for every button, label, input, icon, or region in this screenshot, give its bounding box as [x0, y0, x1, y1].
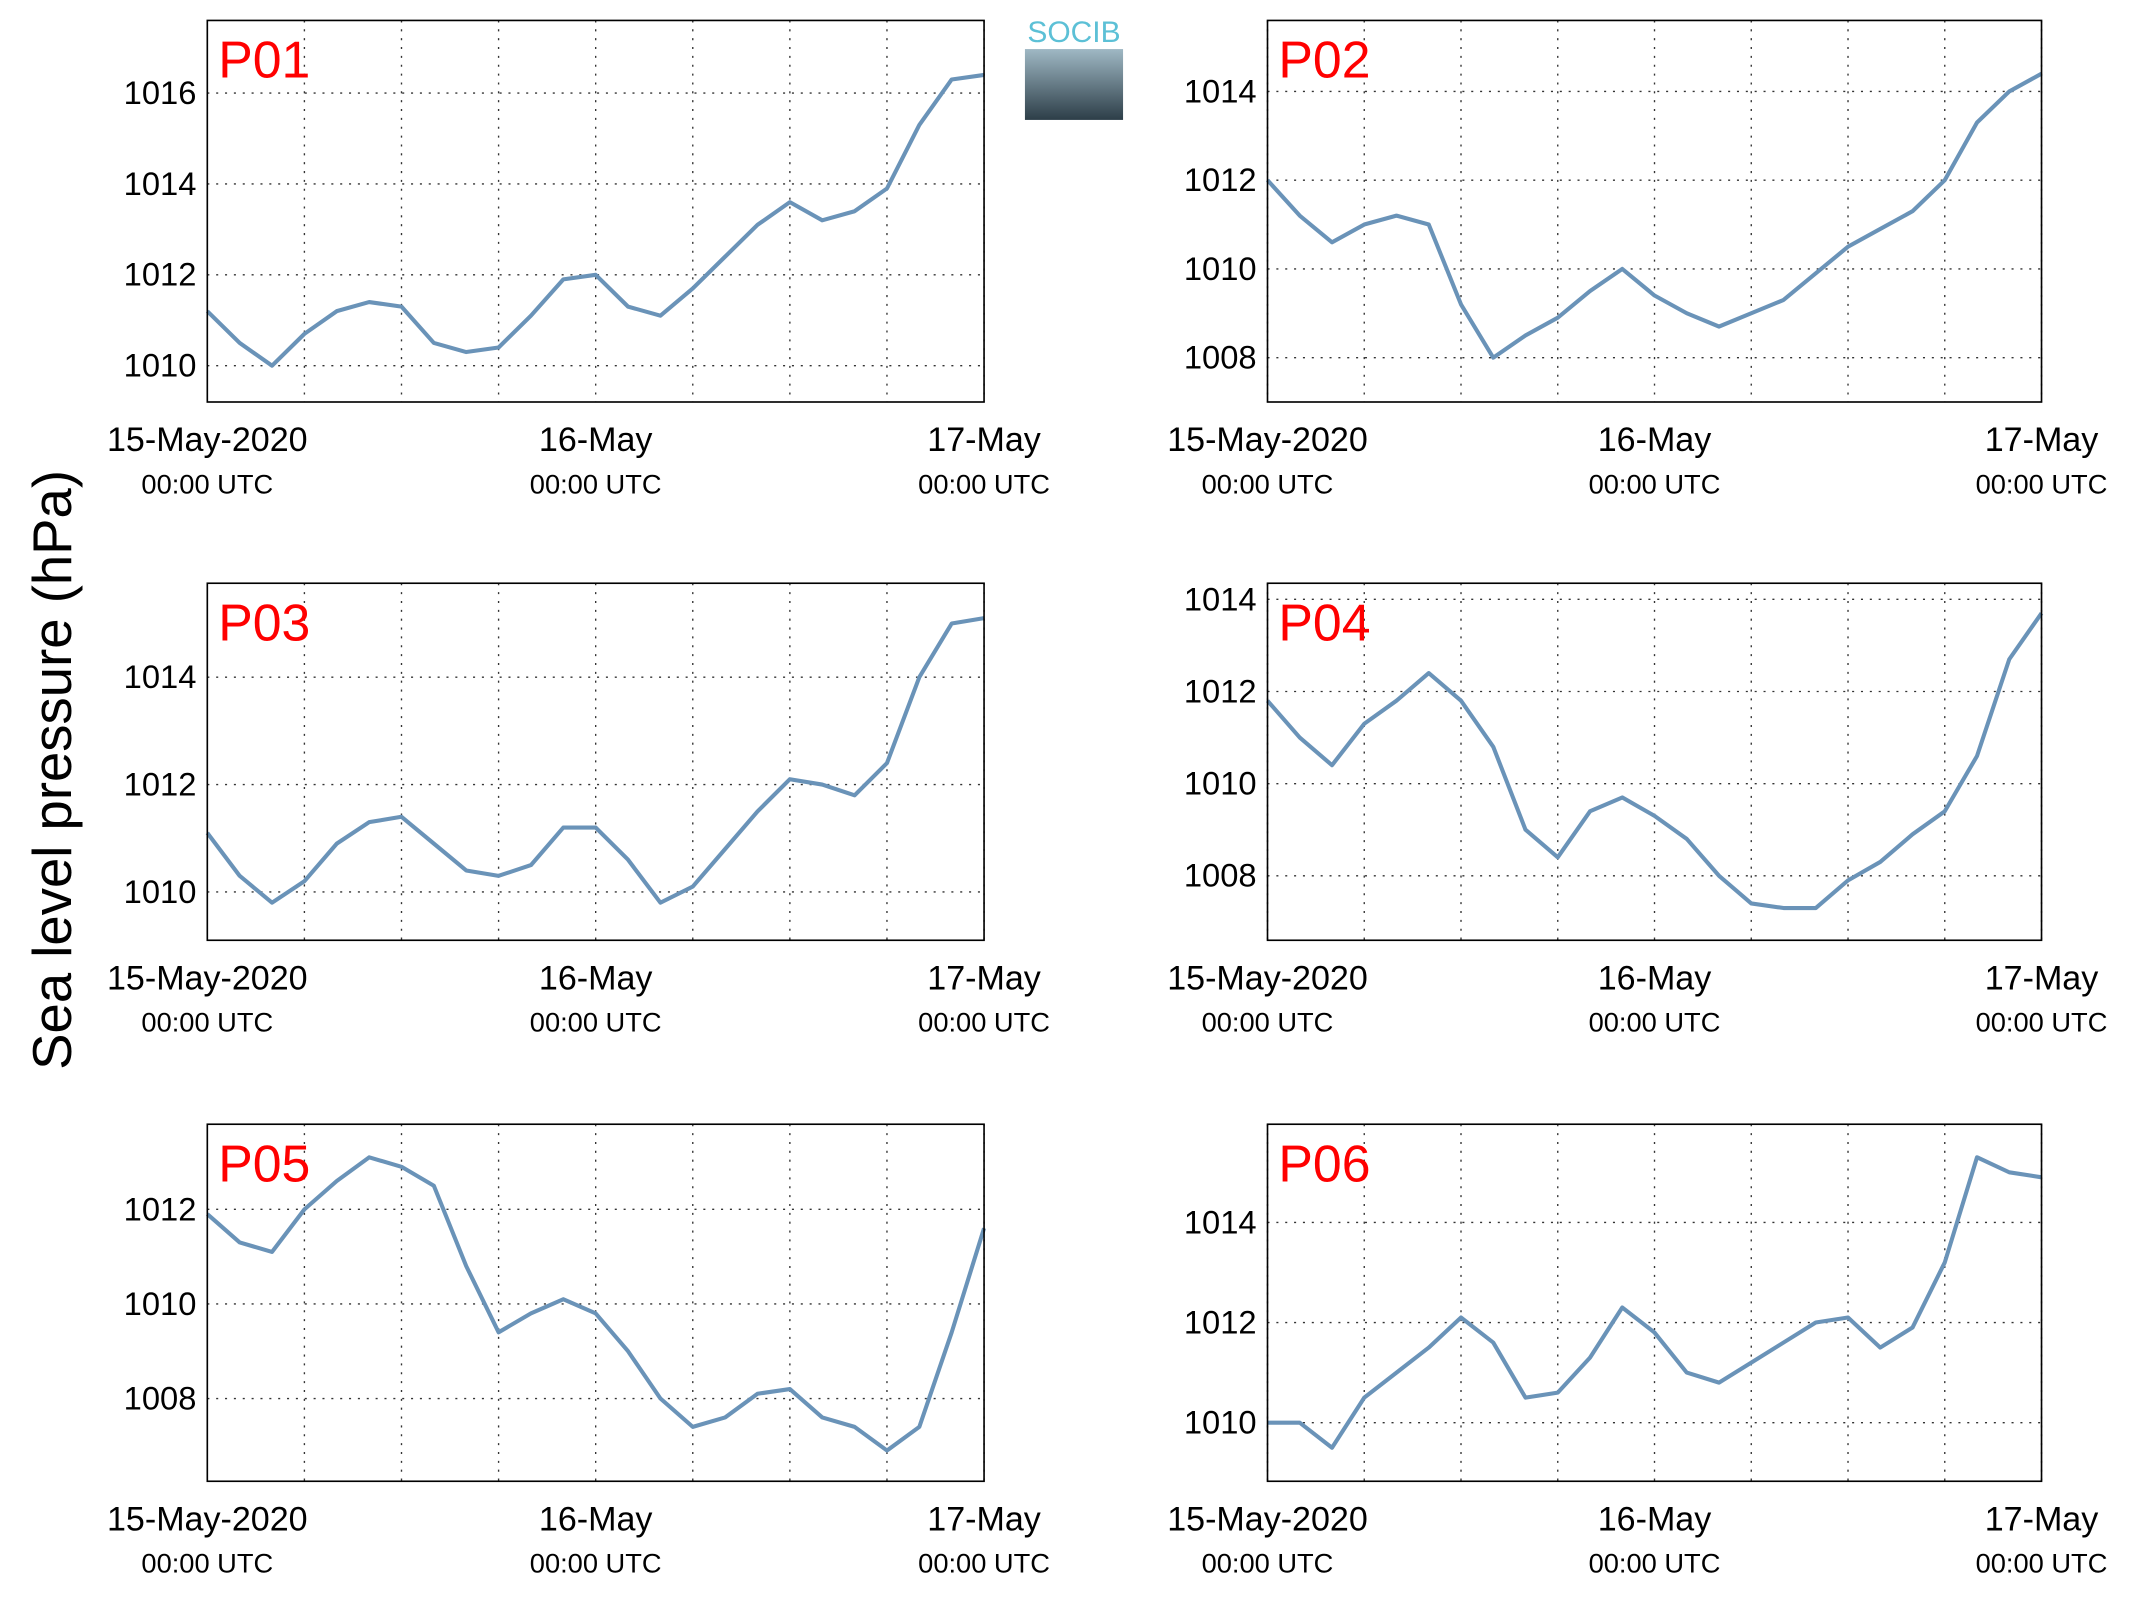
y-tick-label: 1008 — [1184, 339, 1257, 376]
x-tick-time: 00:00 UTC — [1976, 468, 2108, 499]
x-tick-time: 00:00 UTC — [1589, 1548, 1721, 1579]
x-tick-time: 00:00 UTC — [1589, 1007, 1721, 1038]
x-tick-label: 17-May — [927, 959, 1041, 997]
x-tick-label: 16-May — [1598, 1500, 1712, 1538]
panel: 1008 1010 1012 15-May-2020 00:00 UTC 16-May 00… — [107, 1123, 1050, 1579]
y-tick-label: 1016 — [124, 74, 197, 111]
x-tick-time: 00:00 UTC — [1976, 1548, 2108, 1579]
plot-frame — [206, 582, 985, 942]
x-tick-time: 00:00 UTC — [918, 1007, 1050, 1038]
series-line — [1267, 1155, 2042, 1450]
x-tick-time: 00:00 UTC — [141, 1007, 273, 1038]
logo-text: SOCIB — [1027, 16, 1120, 49]
x-tick-label: 15-May-2020 — [107, 1500, 308, 1538]
series-line — [1265, 71, 2043, 360]
plot-frame — [206, 1123, 985, 1483]
x-tick-label: 16-May — [539, 959, 653, 997]
x-tick-time: 00:00 UTC — [918, 468, 1050, 499]
x-tick-label: 15-May-2020 — [107, 421, 308, 459]
y-tick-label: 1008 — [124, 1379, 197, 1416]
plot-frame — [1266, 582, 2043, 942]
y-tick-label: 1012 — [124, 1190, 197, 1227]
y-tick-label: 1010 — [124, 873, 197, 910]
x-tick-time: 00:00 UTC — [918, 1548, 1050, 1579]
panel-title: P01 — [218, 31, 310, 89]
x-tick-time: 00:00 UTC — [1976, 1007, 2108, 1038]
x-tick-label: 17-May — [927, 1500, 1041, 1538]
x-tick-label: 15-May-2020 — [1167, 959, 1368, 997]
y-tick-label: 1008 — [1184, 857, 1257, 894]
y-tick-label: 1010 — [124, 347, 197, 384]
series-line — [205, 1155, 987, 1453]
logo: SOCIB — [1024, 16, 1124, 120]
y-tick-label: 1012 — [1184, 161, 1257, 198]
y-axis-label: Sea level pressure (hPa) — [22, 470, 83, 1070]
x-tick-label: 16-May — [1598, 959, 1712, 997]
panel-title: P05 — [218, 1134, 310, 1192]
x-tick-time: 00:00 UTC — [141, 468, 273, 499]
panel-title: P03 — [218, 593, 310, 651]
y-tick-label: 1012 — [124, 256, 197, 293]
panel: 1010 1012 1014 15-May-2020 00:00 UTC 16-May 00… — [1167, 1123, 2108, 1579]
x-tick-time: 00:00 UTC — [1589, 468, 1721, 499]
x-tick-label: 17-May — [927, 421, 1041, 459]
y-tick-label: 1010 — [124, 1285, 197, 1322]
y-tick-label: 1010 — [1184, 1404, 1257, 1441]
x-tick-time: 00:00 UTC — [141, 1548, 273, 1579]
panel: 1010 1012 1014 15-May-2020 00:00 UTC 16-May 00… — [107, 582, 1050, 1038]
series-line — [1265, 612, 2044, 911]
panel-title: P02 — [1278, 31, 1370, 89]
logo-box — [1024, 49, 1124, 120]
x-tick-label: 15-May-2020 — [1167, 1500, 1368, 1538]
x-tick-time: 00:00 UTC — [530, 468, 662, 499]
y-tick-label: 1014 — [1184, 1203, 1257, 1240]
panel: 1008 1010 1012 1014 15-May-2020 00:00 UTC 16-M… — [1167, 580, 2107, 1037]
x-tick-label: 16-May — [1598, 421, 1712, 459]
series-line — [205, 616, 985, 905]
y-tick-label: 1012 — [1184, 672, 1257, 709]
x-tick-label: 15-May-2020 — [1167, 421, 1368, 459]
y-tick-label: 1012 — [124, 765, 197, 802]
x-tick-time: 00:00 UTC — [1202, 1548, 1334, 1579]
x-tick-time: 00:00 UTC — [530, 1548, 662, 1579]
y-tick-label: 1014 — [1184, 580, 1257, 617]
x-tick-time: 00:00 UTC — [1202, 468, 1334, 499]
x-tick-label: 17-May — [1985, 421, 2099, 459]
y-tick-label: 1012 — [1184, 1303, 1257, 1340]
plot-frame — [1266, 1123, 2043, 1483]
plot-frame — [1266, 19, 2043, 403]
y-tick-label: 1010 — [1184, 250, 1257, 287]
y-tick-label: 1014 — [1184, 72, 1257, 109]
x-tick-label: 15-May-2020 — [107, 959, 308, 997]
x-tick-time: 00:00 UTC — [1202, 1007, 1334, 1038]
series-line — [205, 72, 985, 368]
panel-title: P04 — [1278, 593, 1370, 651]
y-tick-label: 1014 — [124, 165, 197, 202]
y-tick-label: 1014 — [124, 658, 197, 695]
panel: 1010 1012 1014 1016 15-May-2020 00:00 UTC 16-M… — [107, 19, 1050, 499]
x-tick-time: 00:00 UTC — [530, 1007, 662, 1038]
plot-frame — [206, 19, 985, 403]
y-tick-label: 1010 — [1184, 765, 1257, 802]
x-tick-label: 17-May — [1985, 1500, 2099, 1538]
x-tick-label: 17-May — [1985, 959, 2099, 997]
panel-title: P06 — [1278, 1134, 1370, 1192]
panel: 1008 1010 1012 1014 15-May-2020 00:00 UTC 16-M… — [1167, 19, 2108, 499]
x-tick-label: 16-May — [539, 421, 653, 459]
x-tick-label: 16-May — [539, 1500, 653, 1538]
